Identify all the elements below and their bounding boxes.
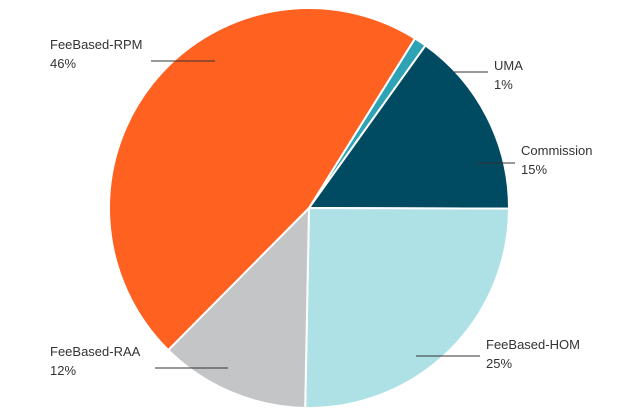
slice-label-percent: 1% [494,77,513,92]
slice-label-percent: 12% [50,363,76,378]
slice-label-name: FeeBased-RAA [50,344,141,359]
pie-slice-commission [307,44,511,210]
pie-slices [108,7,511,409]
slice-label-name: FeeBased-RPM [50,37,142,52]
slice-label-name: FeeBased-HOM [486,337,580,352]
pie-slice-feebased-raa [166,205,311,409]
slice-labels: UMA 1% Commission 15% FeeBased-HOM 25% FeeBase… [50,37,593,378]
pie-slice-feebased-rpm [108,7,417,352]
pie-slice-feebased-hom [304,206,511,409]
slice-label-percent: 25% [486,356,512,371]
slice-label-name: Commission [521,143,593,158]
slice-label-name: UMA [494,58,523,73]
slice-label-percent: 15% [521,162,547,177]
slice-label-percent: 46% [50,56,76,71]
